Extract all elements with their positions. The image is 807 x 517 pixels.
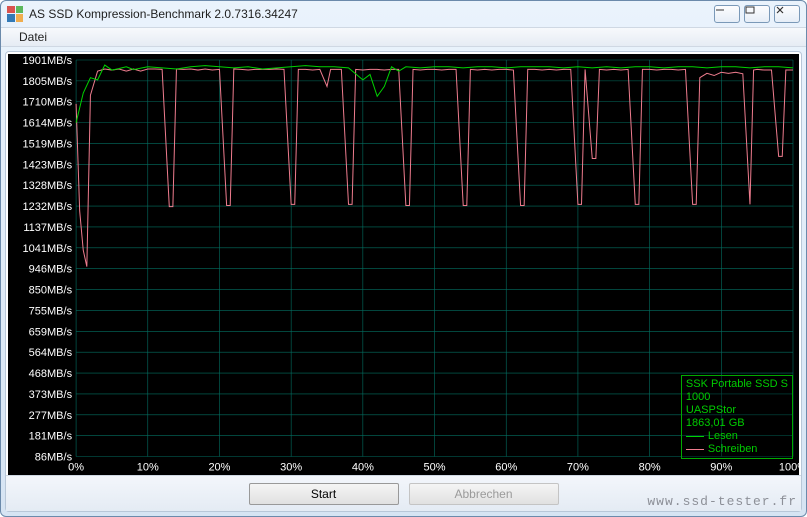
svg-text:946MB/s: 946MB/s (29, 264, 73, 276)
bottombar: Start Abbrechen www.ssd-tester.fr (6, 475, 801, 511)
minimize-button[interactable] (714, 5, 740, 23)
svg-text:0%: 0% (68, 462, 84, 474)
start-button[interactable]: Start (249, 483, 399, 505)
menu-file[interactable]: Datei (13, 28, 53, 46)
svg-text:1232MB/s: 1232MB/s (23, 202, 73, 214)
client-area: 1901MB/s 1805MB/s 1710MB/s 1614MB/s 1519MB/s… (5, 51, 802, 512)
svg-text:468MB/s: 468MB/s (29, 369, 73, 381)
svg-text:850MB/s: 850MB/s (29, 285, 73, 297)
legend-device-3: UASPStor (686, 404, 788, 417)
svg-text:1328MB/s: 1328MB/s (23, 181, 73, 193)
legend-schreiben-label: Schreiben (708, 443, 758, 456)
app-icon (7, 6, 23, 22)
svg-text:1137MB/s: 1137MB/s (23, 222, 72, 234)
svg-text:60%: 60% (495, 462, 517, 474)
menubar: Datei (1, 27, 806, 48)
chart: 1901MB/s 1805MB/s 1710MB/s 1614MB/s 1519MB/s… (8, 54, 799, 475)
legend-device-2: 1000 (686, 391, 788, 404)
svg-text:40%: 40% (352, 462, 374, 474)
watermark: www.ssd-tester.fr (647, 494, 797, 509)
svg-text:86MB/s: 86MB/s (35, 452, 73, 464)
svg-text:30%: 30% (280, 462, 302, 474)
svg-text:1710MB/s: 1710MB/s (23, 97, 73, 109)
svg-text:1901MB/s: 1901MB/s (23, 55, 73, 67)
svg-text:373MB/s: 373MB/s (29, 389, 73, 401)
close-button[interactable] (774, 5, 800, 23)
svg-text:1041MB/s: 1041MB/s (23, 243, 73, 255)
svg-text:100%: 100% (779, 462, 799, 474)
svg-text:1614MB/s: 1614MB/s (23, 118, 73, 130)
legend-swatch-schreiben (686, 449, 704, 450)
svg-text:277MB/s: 277MB/s (29, 410, 73, 422)
legend-device-4: 1863,01 GB (686, 417, 788, 430)
window-title: AS SSD Kompression-Benchmark 2.0.7316.34… (29, 7, 708, 21)
legend-schreiben: Schreiben (686, 443, 788, 456)
legend-lesen: Lesen (686, 430, 788, 443)
maximize-button[interactable] (744, 5, 770, 23)
svg-text:80%: 80% (639, 462, 661, 474)
svg-text:564MB/s: 564MB/s (29, 348, 73, 360)
svg-text:1519MB/s: 1519MB/s (23, 139, 73, 151)
legend-device-1: SSK Portable SSD S (686, 378, 788, 391)
legend: SSK Portable SSD S 1000 UASPStor 1863,01… (681, 375, 793, 459)
svg-text:1805MB/s: 1805MB/s (23, 76, 73, 88)
svg-text:70%: 70% (567, 462, 589, 474)
svg-text:659MB/s: 659MB/s (29, 327, 73, 339)
window: AS SSD Kompression-Benchmark 2.0.7316.34… (0, 0, 807, 517)
svg-text:90%: 90% (710, 462, 732, 474)
svg-text:20%: 20% (208, 462, 230, 474)
window-controls (714, 5, 800, 23)
svg-text:50%: 50% (424, 462, 446, 474)
cancel-button[interactable]: Abbrechen (409, 483, 559, 505)
svg-text:755MB/s: 755MB/s (29, 306, 73, 318)
svg-text:10%: 10% (137, 462, 159, 474)
svg-text:181MB/s: 181MB/s (29, 431, 73, 443)
legend-lesen-label: Lesen (708, 430, 738, 443)
titlebar: AS SSD Kompression-Benchmark 2.0.7316.34… (1, 1, 806, 27)
legend-swatch-lesen (686, 436, 704, 437)
svg-text:1423MB/s: 1423MB/s (23, 160, 73, 172)
